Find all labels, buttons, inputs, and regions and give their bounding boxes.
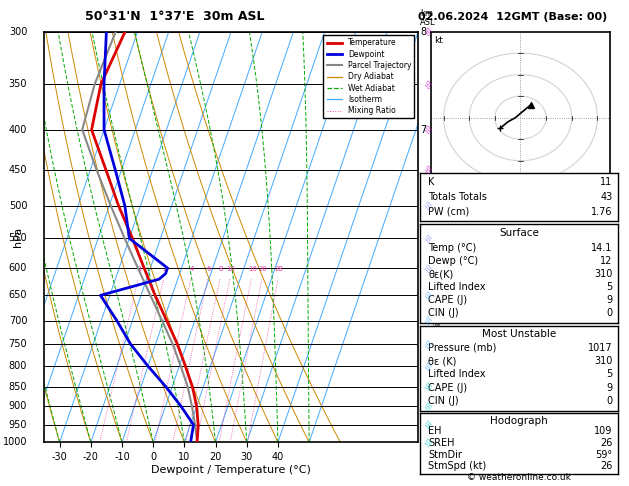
Text: 26: 26 xyxy=(600,461,613,471)
Text: 10: 10 xyxy=(226,266,235,272)
Legend: Temperature, Dewpoint, Parcel Trajectory, Dry Adiabat, Wet Adiabat, Isotherm, Mi: Temperature, Dewpoint, Parcel Trajectory… xyxy=(323,35,415,118)
Text: SREH: SREH xyxy=(428,438,455,448)
Text: ///: /// xyxy=(425,438,433,447)
Text: © weatheronline.co.uk: © weatheronline.co.uk xyxy=(467,473,571,482)
Text: 950: 950 xyxy=(9,420,27,430)
Text: kt: kt xyxy=(435,36,443,45)
Text: 4: 4 xyxy=(190,266,194,272)
Text: 1000: 1000 xyxy=(3,437,27,447)
Text: Most Unstable: Most Unstable xyxy=(482,329,557,339)
Text: StmSpd (kt): StmSpd (kt) xyxy=(428,461,486,471)
Text: PW (cm): PW (cm) xyxy=(428,207,469,217)
Text: 450: 450 xyxy=(9,165,27,175)
Text: K: K xyxy=(428,177,435,187)
Text: StmDir: StmDir xyxy=(428,450,462,459)
Text: ///: /// xyxy=(425,27,433,36)
Text: 300: 300 xyxy=(9,27,27,36)
Text: 2: 2 xyxy=(420,361,426,371)
Text: 8: 8 xyxy=(420,27,426,36)
Text: 0: 0 xyxy=(606,308,613,318)
Text: LCL: LCL xyxy=(420,444,437,453)
Text: 5: 5 xyxy=(606,282,613,292)
Text: CIN (J): CIN (J) xyxy=(428,308,459,318)
Text: 43: 43 xyxy=(600,191,613,202)
Text: ///: /// xyxy=(425,420,433,429)
Text: 26: 26 xyxy=(600,438,613,448)
Text: 28: 28 xyxy=(275,266,284,272)
Text: 59°: 59° xyxy=(595,450,613,459)
Text: 8: 8 xyxy=(219,266,223,272)
Text: 310: 310 xyxy=(594,269,613,279)
Text: 850: 850 xyxy=(9,382,27,392)
Text: ///: /// xyxy=(425,263,433,273)
Text: 0: 0 xyxy=(606,396,613,406)
X-axis label: Dewpoint / Temperature (°C): Dewpoint / Temperature (°C) xyxy=(151,465,311,475)
Text: 9: 9 xyxy=(606,295,613,305)
Text: 5: 5 xyxy=(606,369,613,380)
Text: Totals Totals: Totals Totals xyxy=(428,191,487,202)
Text: θε(K): θε(K) xyxy=(428,269,454,279)
Text: 550: 550 xyxy=(9,233,27,243)
Text: 20: 20 xyxy=(259,266,267,272)
Text: ///: /// xyxy=(425,234,433,243)
Text: ///: /// xyxy=(425,402,433,411)
Text: 11: 11 xyxy=(600,177,613,187)
Text: Lifted Index: Lifted Index xyxy=(428,369,486,380)
Text: 800: 800 xyxy=(9,361,27,371)
Text: ///: /// xyxy=(425,362,433,371)
Text: Surface: Surface xyxy=(499,227,539,238)
Text: 650: 650 xyxy=(9,290,27,300)
Text: 6: 6 xyxy=(420,201,426,211)
Text: Pressure (mb): Pressure (mb) xyxy=(428,343,496,353)
Text: 1017: 1017 xyxy=(587,343,613,353)
Text: 750: 750 xyxy=(9,339,27,349)
Text: 400: 400 xyxy=(9,125,27,135)
Text: 14.1: 14.1 xyxy=(591,243,613,253)
Text: EH: EH xyxy=(428,426,442,436)
Text: Lifted Index: Lifted Index xyxy=(428,282,486,292)
Text: 109: 109 xyxy=(594,426,613,436)
Text: Mixing Ratio (g/kg): Mixing Ratio (g/kg) xyxy=(435,256,443,341)
Text: ///: /// xyxy=(425,201,433,210)
Text: ///: /// xyxy=(425,382,433,391)
Text: 1: 1 xyxy=(137,266,142,272)
Text: 500: 500 xyxy=(9,201,27,211)
Text: θε (K): θε (K) xyxy=(428,356,457,366)
Text: Hodograph: Hodograph xyxy=(491,416,548,426)
Text: hPa: hPa xyxy=(13,227,23,247)
Text: ///: /// xyxy=(425,125,433,134)
Text: Dewp (°C): Dewp (°C) xyxy=(428,257,478,266)
Text: ///: /// xyxy=(425,291,433,300)
Text: 900: 900 xyxy=(9,401,27,411)
Text: 600: 600 xyxy=(9,263,27,273)
Text: ///: /// xyxy=(425,340,433,349)
Text: 3: 3 xyxy=(420,315,426,326)
Text: 12: 12 xyxy=(600,257,613,266)
Text: 9: 9 xyxy=(606,382,613,393)
Text: 1: 1 xyxy=(420,401,426,411)
Text: 50°31'N  1°37'E  30m ASL: 50°31'N 1°37'E 30m ASL xyxy=(86,10,265,23)
Text: 5: 5 xyxy=(420,263,426,273)
Text: ///: /// xyxy=(425,80,433,89)
Text: km
ASL: km ASL xyxy=(420,9,436,28)
Text: 350: 350 xyxy=(9,79,27,89)
Text: ///: /// xyxy=(425,165,433,174)
Text: 2: 2 xyxy=(163,266,167,272)
Text: 6: 6 xyxy=(206,266,211,272)
Text: CAPE (J): CAPE (J) xyxy=(428,382,467,393)
Text: 16: 16 xyxy=(248,266,257,272)
Text: CIN (J): CIN (J) xyxy=(428,396,459,406)
Text: Temp (°C): Temp (°C) xyxy=(428,243,476,253)
Text: 700: 700 xyxy=(9,315,27,326)
Text: 310: 310 xyxy=(594,356,613,366)
Text: 7: 7 xyxy=(420,125,426,135)
Text: ///: /// xyxy=(425,316,433,325)
Text: 1.76: 1.76 xyxy=(591,207,613,217)
Text: CAPE (J): CAPE (J) xyxy=(428,295,467,305)
Text: 02.06.2024  12GMT (Base: 00): 02.06.2024 12GMT (Base: 00) xyxy=(418,12,607,22)
